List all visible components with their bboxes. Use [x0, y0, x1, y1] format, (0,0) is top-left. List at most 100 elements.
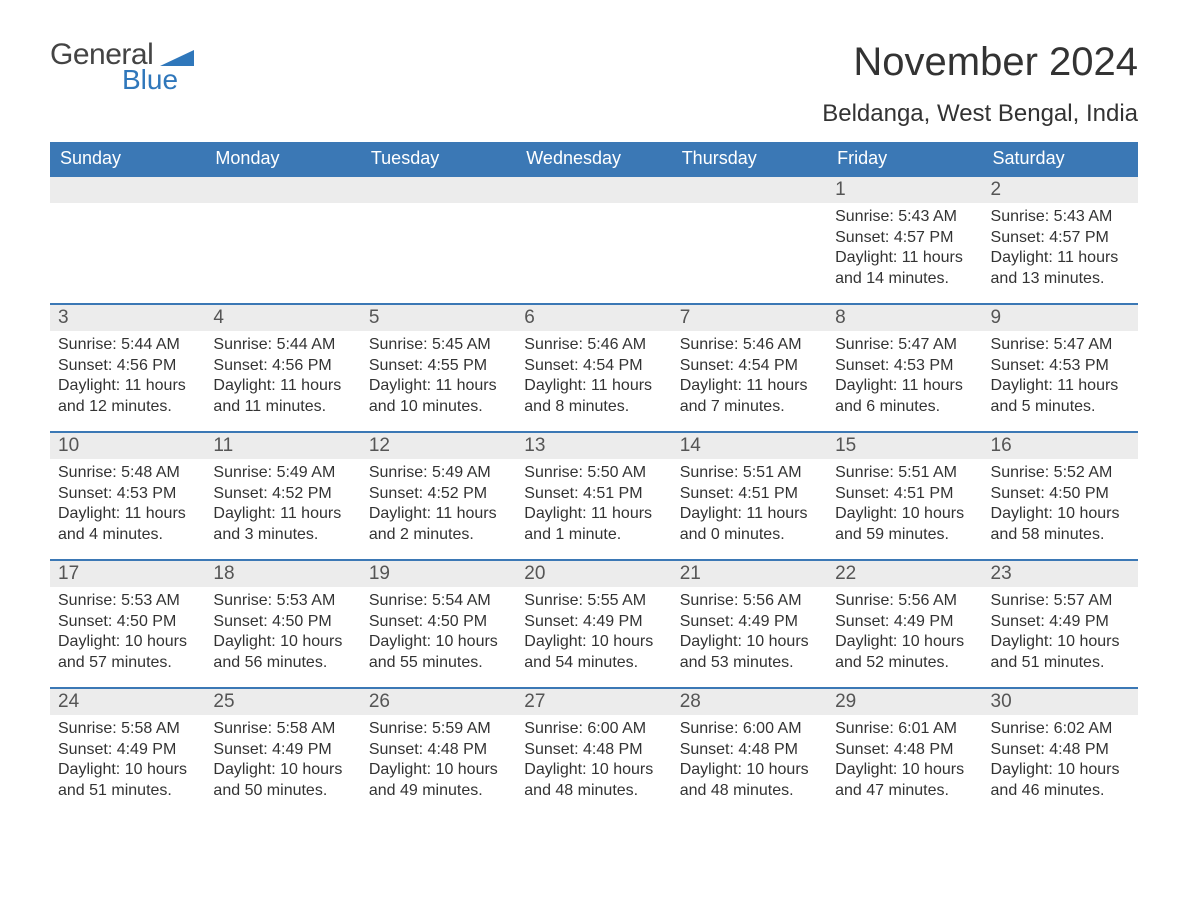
sunset-line: Sunset: 4:48 PM [991, 740, 1130, 761]
sunrise-line: Sunrise: 5:58 AM [58, 719, 197, 740]
daylight-line: Daylight: 10 hours and 50 minutes. [213, 760, 352, 802]
sunset-line: Sunset: 4:48 PM [369, 740, 508, 761]
day-number: . [516, 177, 671, 203]
sunrise-line: Sunrise: 5:58 AM [213, 719, 352, 740]
weekday-header: Saturday [983, 142, 1138, 175]
sunrise-line: Sunrise: 5:47 AM [835, 335, 974, 356]
day-number: 8 [827, 305, 982, 331]
day-body: Sunrise: 5:58 AMSunset: 4:49 PMDaylight:… [50, 715, 205, 802]
header: General Blue November 2024 [50, 40, 1138, 94]
sunset-line: Sunset: 4:57 PM [835, 228, 974, 249]
day-cell: 14Sunrise: 5:51 AMSunset: 4:51 PMDayligh… [672, 431, 827, 559]
day-cell: . [672, 175, 827, 303]
sunrise-line: Sunrise: 5:59 AM [369, 719, 508, 740]
day-cell: 9Sunrise: 5:47 AMSunset: 4:53 PMDaylight… [983, 303, 1138, 431]
day-number: 25 [205, 689, 360, 715]
sunrise-line: Sunrise: 5:51 AM [680, 463, 819, 484]
sunset-line: Sunset: 4:49 PM [680, 612, 819, 633]
page-title: November 2024 [853, 40, 1138, 85]
day-cell: 21Sunrise: 5:56 AMSunset: 4:49 PMDayligh… [672, 559, 827, 687]
sunset-line: Sunset: 4:48 PM [835, 740, 974, 761]
day-number: 30 [983, 689, 1138, 715]
sunrise-line: Sunrise: 5:49 AM [213, 463, 352, 484]
sunset-line: Sunset: 4:54 PM [680, 356, 819, 377]
day-body: Sunrise: 5:56 AMSunset: 4:49 PMDaylight:… [827, 587, 982, 674]
daylight-line: Daylight: 11 hours and 8 minutes. [524, 376, 663, 418]
daylight-line: Daylight: 11 hours and 7 minutes. [680, 376, 819, 418]
day-number: . [361, 177, 516, 203]
day-cell: . [361, 175, 516, 303]
weekday-header: Wednesday [516, 142, 671, 175]
day-number: 11 [205, 433, 360, 459]
sunset-line: Sunset: 4:50 PM [369, 612, 508, 633]
day-body: Sunrise: 6:01 AMSunset: 4:48 PMDaylight:… [827, 715, 982, 802]
daylight-line: Daylight: 10 hours and 56 minutes. [213, 632, 352, 674]
daylight-line: Daylight: 10 hours and 54 minutes. [524, 632, 663, 674]
day-number: 14 [672, 433, 827, 459]
day-cell: 7Sunrise: 5:46 AMSunset: 4:54 PMDaylight… [672, 303, 827, 431]
day-body: Sunrise: 5:47 AMSunset: 4:53 PMDaylight:… [827, 331, 982, 418]
day-cell: 23Sunrise: 5:57 AMSunset: 4:49 PMDayligh… [983, 559, 1138, 687]
daylight-line: Daylight: 11 hours and 4 minutes. [58, 504, 197, 546]
sunset-line: Sunset: 4:56 PM [213, 356, 352, 377]
sunset-line: Sunset: 4:53 PM [991, 356, 1130, 377]
day-number: 19 [361, 561, 516, 587]
weekday-header: Thursday [672, 142, 827, 175]
sunrise-line: Sunrise: 5:48 AM [58, 463, 197, 484]
week-row: .....1Sunrise: 5:43 AMSunset: 4:57 PMDay… [50, 175, 1138, 303]
location-subtitle: Beldanga, West Bengal, India [50, 100, 1138, 128]
day-number: 21 [672, 561, 827, 587]
daylight-line: Daylight: 11 hours and 1 minute. [524, 504, 663, 546]
week-row: 24Sunrise: 5:58 AMSunset: 4:49 PMDayligh… [50, 687, 1138, 815]
day-cell: 1Sunrise: 5:43 AMSunset: 4:57 PMDaylight… [827, 175, 982, 303]
sunset-line: Sunset: 4:49 PM [835, 612, 974, 633]
day-number: 18 [205, 561, 360, 587]
day-number: 12 [361, 433, 516, 459]
day-number: 6 [516, 305, 671, 331]
sunrise-line: Sunrise: 5:55 AM [524, 591, 663, 612]
day-body: Sunrise: 5:46 AMSunset: 4:54 PMDaylight:… [516, 331, 671, 418]
daylight-line: Daylight: 10 hours and 48 minutes. [524, 760, 663, 802]
sunset-line: Sunset: 4:52 PM [369, 484, 508, 505]
sunrise-line: Sunrise: 5:56 AM [680, 591, 819, 612]
day-body: Sunrise: 5:47 AMSunset: 4:53 PMDaylight:… [983, 331, 1138, 418]
day-body: Sunrise: 5:52 AMSunset: 4:50 PMDaylight:… [983, 459, 1138, 546]
day-body: Sunrise: 5:50 AMSunset: 4:51 PMDaylight:… [516, 459, 671, 546]
sunset-line: Sunset: 4:50 PM [213, 612, 352, 633]
day-cell: 5Sunrise: 5:45 AMSunset: 4:55 PMDaylight… [361, 303, 516, 431]
day-body: Sunrise: 5:53 AMSunset: 4:50 PMDaylight:… [50, 587, 205, 674]
daylight-line: Daylight: 10 hours and 55 minutes. [369, 632, 508, 674]
day-cell: 3Sunrise: 5:44 AMSunset: 4:56 PMDaylight… [50, 303, 205, 431]
sunset-line: Sunset: 4:52 PM [213, 484, 352, 505]
sunrise-line: Sunrise: 5:47 AM [991, 335, 1130, 356]
daylight-line: Daylight: 10 hours and 57 minutes. [58, 632, 197, 674]
day-cell: 30Sunrise: 6:02 AMSunset: 4:48 PMDayligh… [983, 687, 1138, 815]
day-number: . [672, 177, 827, 203]
day-cell: 4Sunrise: 5:44 AMSunset: 4:56 PMDaylight… [205, 303, 360, 431]
day-cell: 28Sunrise: 6:00 AMSunset: 4:48 PMDayligh… [672, 687, 827, 815]
day-body: Sunrise: 6:02 AMSunset: 4:48 PMDaylight:… [983, 715, 1138, 802]
day-body: Sunrise: 5:44 AMSunset: 4:56 PMDaylight:… [50, 331, 205, 418]
sunset-line: Sunset: 4:53 PM [835, 356, 974, 377]
sunrise-line: Sunrise: 5:46 AM [680, 335, 819, 356]
day-number: 27 [516, 689, 671, 715]
sunset-line: Sunset: 4:54 PM [524, 356, 663, 377]
day-body: Sunrise: 5:43 AMSunset: 4:57 PMDaylight:… [983, 203, 1138, 290]
sunset-line: Sunset: 4:53 PM [58, 484, 197, 505]
day-cell: 15Sunrise: 5:51 AMSunset: 4:51 PMDayligh… [827, 431, 982, 559]
daylight-line: Daylight: 11 hours and 6 minutes. [835, 376, 974, 418]
day-cell: 22Sunrise: 5:56 AMSunset: 4:49 PMDayligh… [827, 559, 982, 687]
sunrise-line: Sunrise: 6:00 AM [524, 719, 663, 740]
day-number: . [205, 177, 360, 203]
sunrise-line: Sunrise: 5:54 AM [369, 591, 508, 612]
sunset-line: Sunset: 4:49 PM [991, 612, 1130, 633]
day-cell: . [50, 175, 205, 303]
day-body: Sunrise: 6:00 AMSunset: 4:48 PMDaylight:… [672, 715, 827, 802]
sunset-line: Sunset: 4:50 PM [58, 612, 197, 633]
sunrise-line: Sunrise: 5:57 AM [991, 591, 1130, 612]
sunset-line: Sunset: 4:50 PM [991, 484, 1130, 505]
sunrise-line: Sunrise: 5:46 AM [524, 335, 663, 356]
calendar: SundayMondayTuesdayWednesdayThursdayFrid… [50, 142, 1138, 815]
day-number: 5 [361, 305, 516, 331]
day-number: 29 [827, 689, 982, 715]
